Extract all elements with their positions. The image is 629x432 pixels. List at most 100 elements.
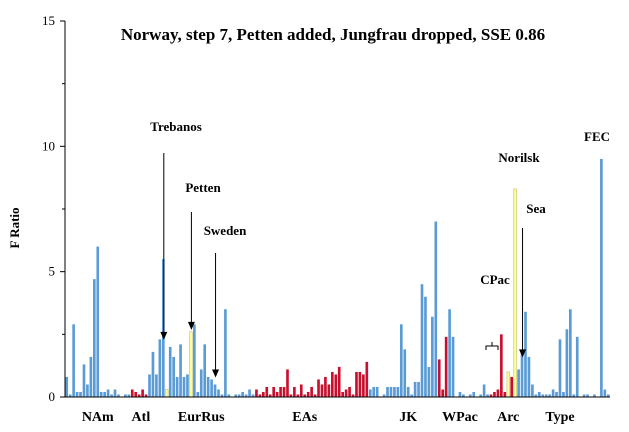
y-tick-label: 15 [42, 13, 55, 28]
bar [600, 158, 603, 397]
bar [472, 391, 476, 397]
bar [548, 394, 551, 397]
bar [558, 339, 562, 397]
bar [296, 394, 300, 397]
bar [324, 376, 327, 397]
bar [355, 371, 358, 397]
bar [151, 351, 155, 397]
bar [334, 374, 338, 397]
y-axis-ticks: 0 5 10 15 [42, 13, 65, 404]
bar [393, 386, 396, 397]
bar [186, 374, 189, 397]
bar [141, 389, 144, 397]
bar [399, 324, 403, 397]
annotation-label: Petten [185, 180, 221, 195]
category-label: JK [399, 410, 417, 425]
bar [127, 394, 131, 397]
category-label: EAs [292, 410, 317, 425]
annotation-arrowhead [160, 331, 168, 340]
category-label: Arc [497, 410, 519, 425]
bar [158, 339, 162, 397]
cpac-bracket [485, 342, 499, 350]
bar [189, 331, 193, 398]
bar [106, 389, 110, 397]
bar [437, 359, 441, 397]
bar [479, 394, 482, 397]
bar [368, 389, 372, 397]
bar [272, 386, 276, 397]
chart-title: Norway, step 7, Petten added, Jungfrau d… [121, 25, 545, 44]
y-axis-label: F Ratio [7, 207, 22, 248]
bar [161, 259, 165, 397]
bar [320, 384, 324, 397]
bar [179, 344, 182, 397]
bar [482, 384, 486, 397]
bar [565, 329, 569, 397]
bar [148, 374, 151, 397]
bar [603, 389, 607, 397]
annotation-label: Sweden [204, 223, 247, 238]
bar [582, 394, 586, 397]
bar [92, 279, 96, 397]
bar [182, 376, 186, 397]
bar [213, 384, 217, 397]
bar [89, 356, 93, 397]
bar [503, 391, 507, 397]
bar [237, 394, 241, 397]
bar [517, 369, 520, 397]
bar [144, 394, 148, 397]
bar [575, 336, 579, 397]
bar [251, 394, 255, 397]
bar [513, 188, 517, 398]
bar [103, 391, 106, 397]
bar [175, 376, 179, 397]
bar [410, 394, 413, 397]
bar [389, 386, 393, 397]
bar [420, 284, 424, 397]
bar [220, 394, 224, 397]
bar [489, 394, 493, 397]
bar [351, 394, 355, 397]
bar [168, 346, 172, 397]
category-label: Type [545, 410, 574, 425]
bar [500, 334, 503, 397]
bar [541, 394, 545, 397]
category-labels: NAm Atl EurRus EAs JK WPac Arc Type [82, 410, 575, 425]
bar [444, 336, 448, 397]
category-label: Atl [132, 410, 151, 425]
bar [282, 386, 286, 397]
bar [348, 386, 351, 397]
bar [313, 394, 317, 397]
bar [606, 394, 610, 397]
bar [569, 309, 572, 397]
category-label: NAm [82, 410, 114, 425]
bar [137, 394, 141, 397]
y-tick-label: 10 [42, 138, 55, 153]
bar [506, 371, 510, 398]
bar [551, 389, 555, 397]
bar [493, 391, 496, 397]
bar [293, 386, 296, 397]
bar [155, 374, 158, 397]
y-tick-label: 5 [49, 264, 56, 279]
bar [124, 394, 127, 397]
bar [110, 394, 113, 397]
bar [534, 394, 538, 397]
bar [193, 324, 196, 397]
bar [289, 394, 293, 397]
bar [434, 221, 438, 397]
bars-group [65, 158, 610, 398]
bar [317, 379, 320, 397]
y-tick-label: 0 [49, 389, 56, 404]
bar [537, 391, 541, 397]
bar [303, 394, 307, 397]
bar [279, 386, 282, 397]
bar [458, 391, 462, 397]
annotation-label: Sea [526, 201, 546, 216]
bar [586, 394, 589, 397]
bar [417, 381, 420, 397]
bar [327, 384, 331, 397]
bar [217, 389, 220, 397]
bar [427, 366, 431, 397]
bar [531, 384, 534, 397]
